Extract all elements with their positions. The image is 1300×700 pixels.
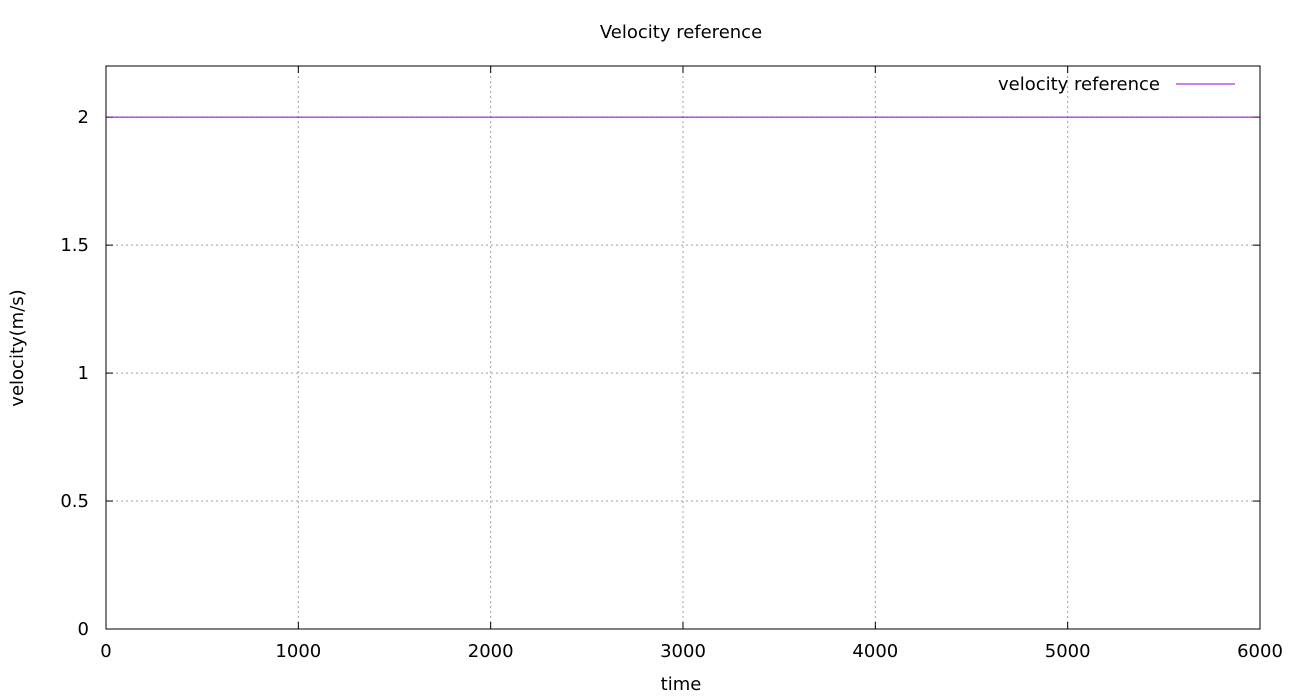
y-tick-label: 0: [78, 619, 89, 640]
x-tick-label: 6000: [1237, 641, 1283, 662]
x-tick-label: 4000: [852, 641, 898, 662]
y-tick-label: 0.5: [60, 491, 89, 512]
legend: velocity reference: [998, 74, 1235, 95]
x-tick-label: 1000: [275, 641, 321, 662]
x-tick-label: 0: [100, 641, 111, 662]
y-tick-label: 2: [78, 107, 89, 128]
grid-lines: [106, 66, 1260, 629]
x-tick-label: 2000: [468, 641, 514, 662]
x-axis-label: time: [661, 674, 702, 695]
x-tick-label: 3000: [660, 641, 706, 662]
x-tick-label: 5000: [1045, 641, 1091, 662]
legend-label: velocity reference: [998, 74, 1160, 95]
y-tick-label: 1: [78, 363, 89, 384]
y-axis-label: velocity(m/s): [7, 289, 28, 406]
axis-ticks: 0 1000 2000 3000 4000 5000 6000 0 0.5 1 1.5 2: [60, 66, 1283, 662]
y-tick-label: 1.5: [60, 235, 89, 256]
chart-title: Velocity reference: [600, 22, 762, 43]
